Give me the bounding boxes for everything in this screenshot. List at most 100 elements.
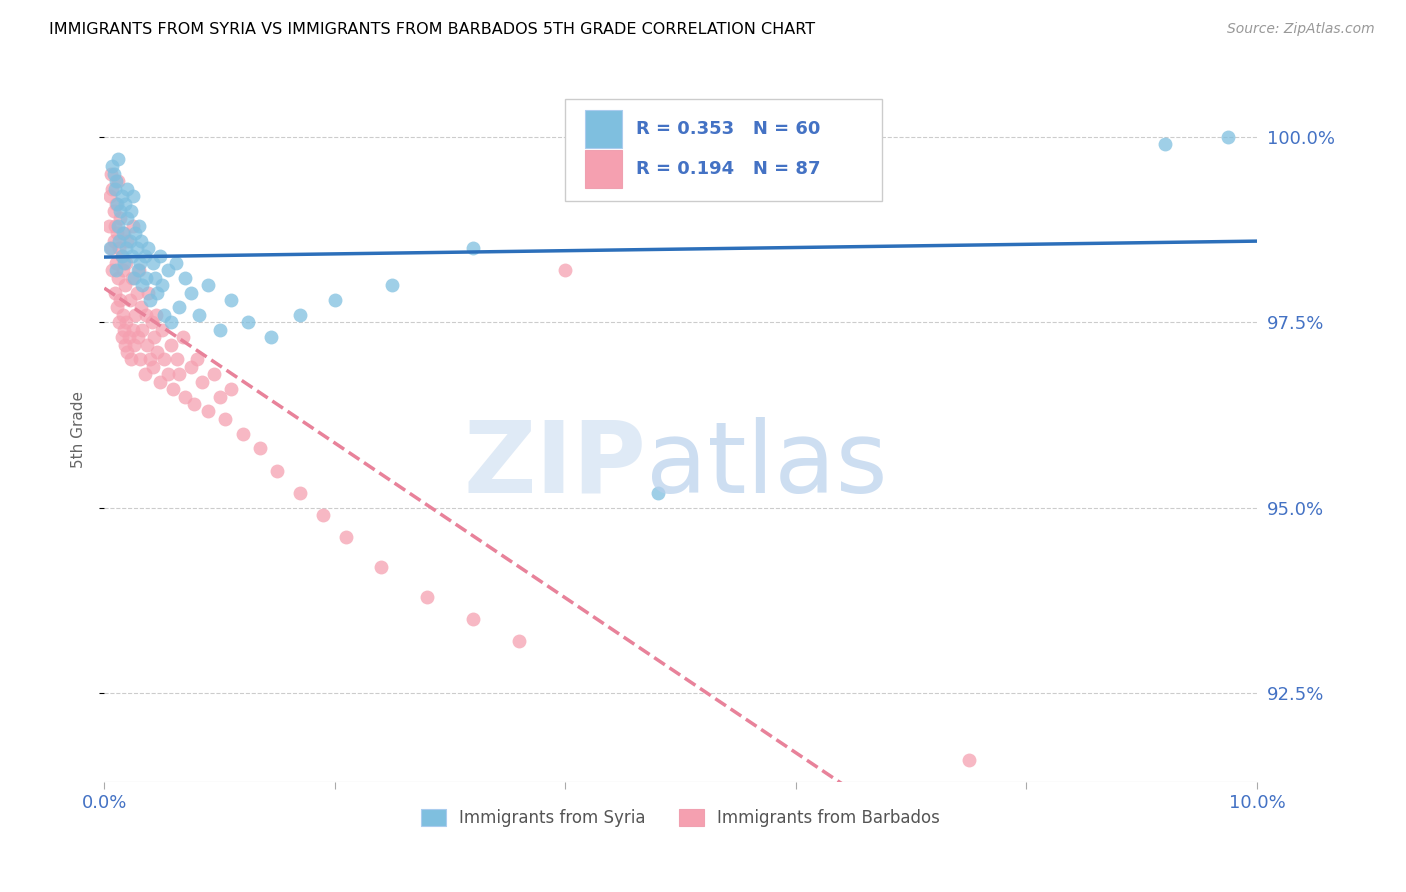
Point — [180, 285, 202, 300]
Point — [167, 301, 190, 315]
Point — [146, 345, 169, 359]
Point — [249, 442, 271, 456]
Point — [107, 219, 129, 233]
Point — [107, 152, 129, 166]
Point — [110, 330, 132, 344]
Text: R = 0.194   N = 87: R = 0.194 N = 87 — [636, 160, 820, 178]
Point — [110, 248, 132, 262]
Point — [142, 256, 165, 270]
Legend: Immigrants from Syria, Immigrants from Barbados: Immigrants from Syria, Immigrants from B… — [415, 803, 948, 834]
Point — [219, 382, 242, 396]
Point — [214, 411, 236, 425]
Point — [136, 285, 159, 300]
Point — [114, 196, 136, 211]
Point — [110, 189, 132, 203]
Point — [110, 293, 132, 307]
Point — [117, 182, 139, 196]
Point — [129, 352, 152, 367]
FancyBboxPatch shape — [585, 150, 621, 188]
Point — [508, 634, 530, 648]
Point — [122, 323, 145, 337]
Point — [180, 359, 202, 374]
Point — [202, 368, 225, 382]
Point — [186, 352, 208, 367]
Point — [104, 256, 127, 270]
Point — [290, 486, 312, 500]
Point — [125, 285, 148, 300]
Point — [139, 352, 162, 367]
Point — [208, 390, 231, 404]
Point — [103, 167, 125, 181]
Point — [111, 308, 134, 322]
Point — [266, 464, 288, 478]
Text: ZIP: ZIP — [463, 417, 647, 514]
Point — [120, 352, 142, 367]
Point — [153, 308, 176, 322]
Text: atlas: atlas — [647, 417, 887, 514]
Point — [129, 301, 152, 315]
Point — [139, 293, 162, 307]
Point — [232, 426, 254, 441]
Point — [117, 330, 139, 344]
Point — [107, 270, 129, 285]
Point — [187, 308, 209, 322]
Point — [381, 278, 404, 293]
Point — [312, 508, 335, 523]
Point — [153, 352, 176, 367]
Point — [114, 278, 136, 293]
Point — [129, 234, 152, 248]
Point — [118, 293, 141, 307]
Point — [416, 590, 439, 604]
Point — [1153, 137, 1175, 152]
Point — [121, 248, 143, 262]
Point — [122, 189, 145, 203]
Point — [129, 256, 152, 270]
Point — [104, 263, 127, 277]
Point — [183, 397, 205, 411]
Point — [101, 263, 124, 277]
FancyBboxPatch shape — [585, 110, 621, 148]
Point — [145, 308, 167, 322]
Point — [118, 234, 141, 248]
Point — [160, 337, 183, 351]
Point — [150, 323, 173, 337]
Point — [238, 315, 260, 329]
FancyBboxPatch shape — [565, 99, 883, 201]
Point — [127, 330, 149, 344]
Point — [172, 330, 194, 344]
Point — [124, 227, 146, 241]
Point — [111, 227, 134, 241]
Point — [108, 241, 131, 255]
Point — [108, 315, 131, 329]
Point — [122, 270, 145, 285]
Point — [647, 486, 669, 500]
Point — [110, 248, 132, 262]
Point — [166, 352, 188, 367]
Point — [122, 337, 145, 351]
Point — [131, 278, 153, 293]
Point — [141, 315, 163, 329]
Point — [191, 375, 214, 389]
Point — [143, 270, 166, 285]
Point — [260, 330, 283, 344]
Point — [114, 337, 136, 351]
Y-axis label: 5th Grade: 5th Grade — [72, 392, 86, 468]
Point — [219, 293, 242, 307]
Point — [103, 234, 125, 248]
Text: R = 0.353   N = 60: R = 0.353 N = 60 — [636, 120, 820, 138]
Point — [149, 248, 172, 262]
Point — [136, 241, 159, 255]
Point — [554, 263, 576, 277]
Point — [104, 285, 127, 300]
Point — [111, 263, 134, 277]
Point — [115, 256, 138, 270]
Point — [98, 241, 121, 255]
Point — [174, 270, 197, 285]
Point — [136, 337, 159, 351]
Point — [957, 753, 980, 767]
Point — [156, 263, 179, 277]
Point — [167, 368, 190, 382]
Point — [135, 270, 157, 285]
Point — [142, 359, 165, 374]
Point — [165, 256, 187, 270]
